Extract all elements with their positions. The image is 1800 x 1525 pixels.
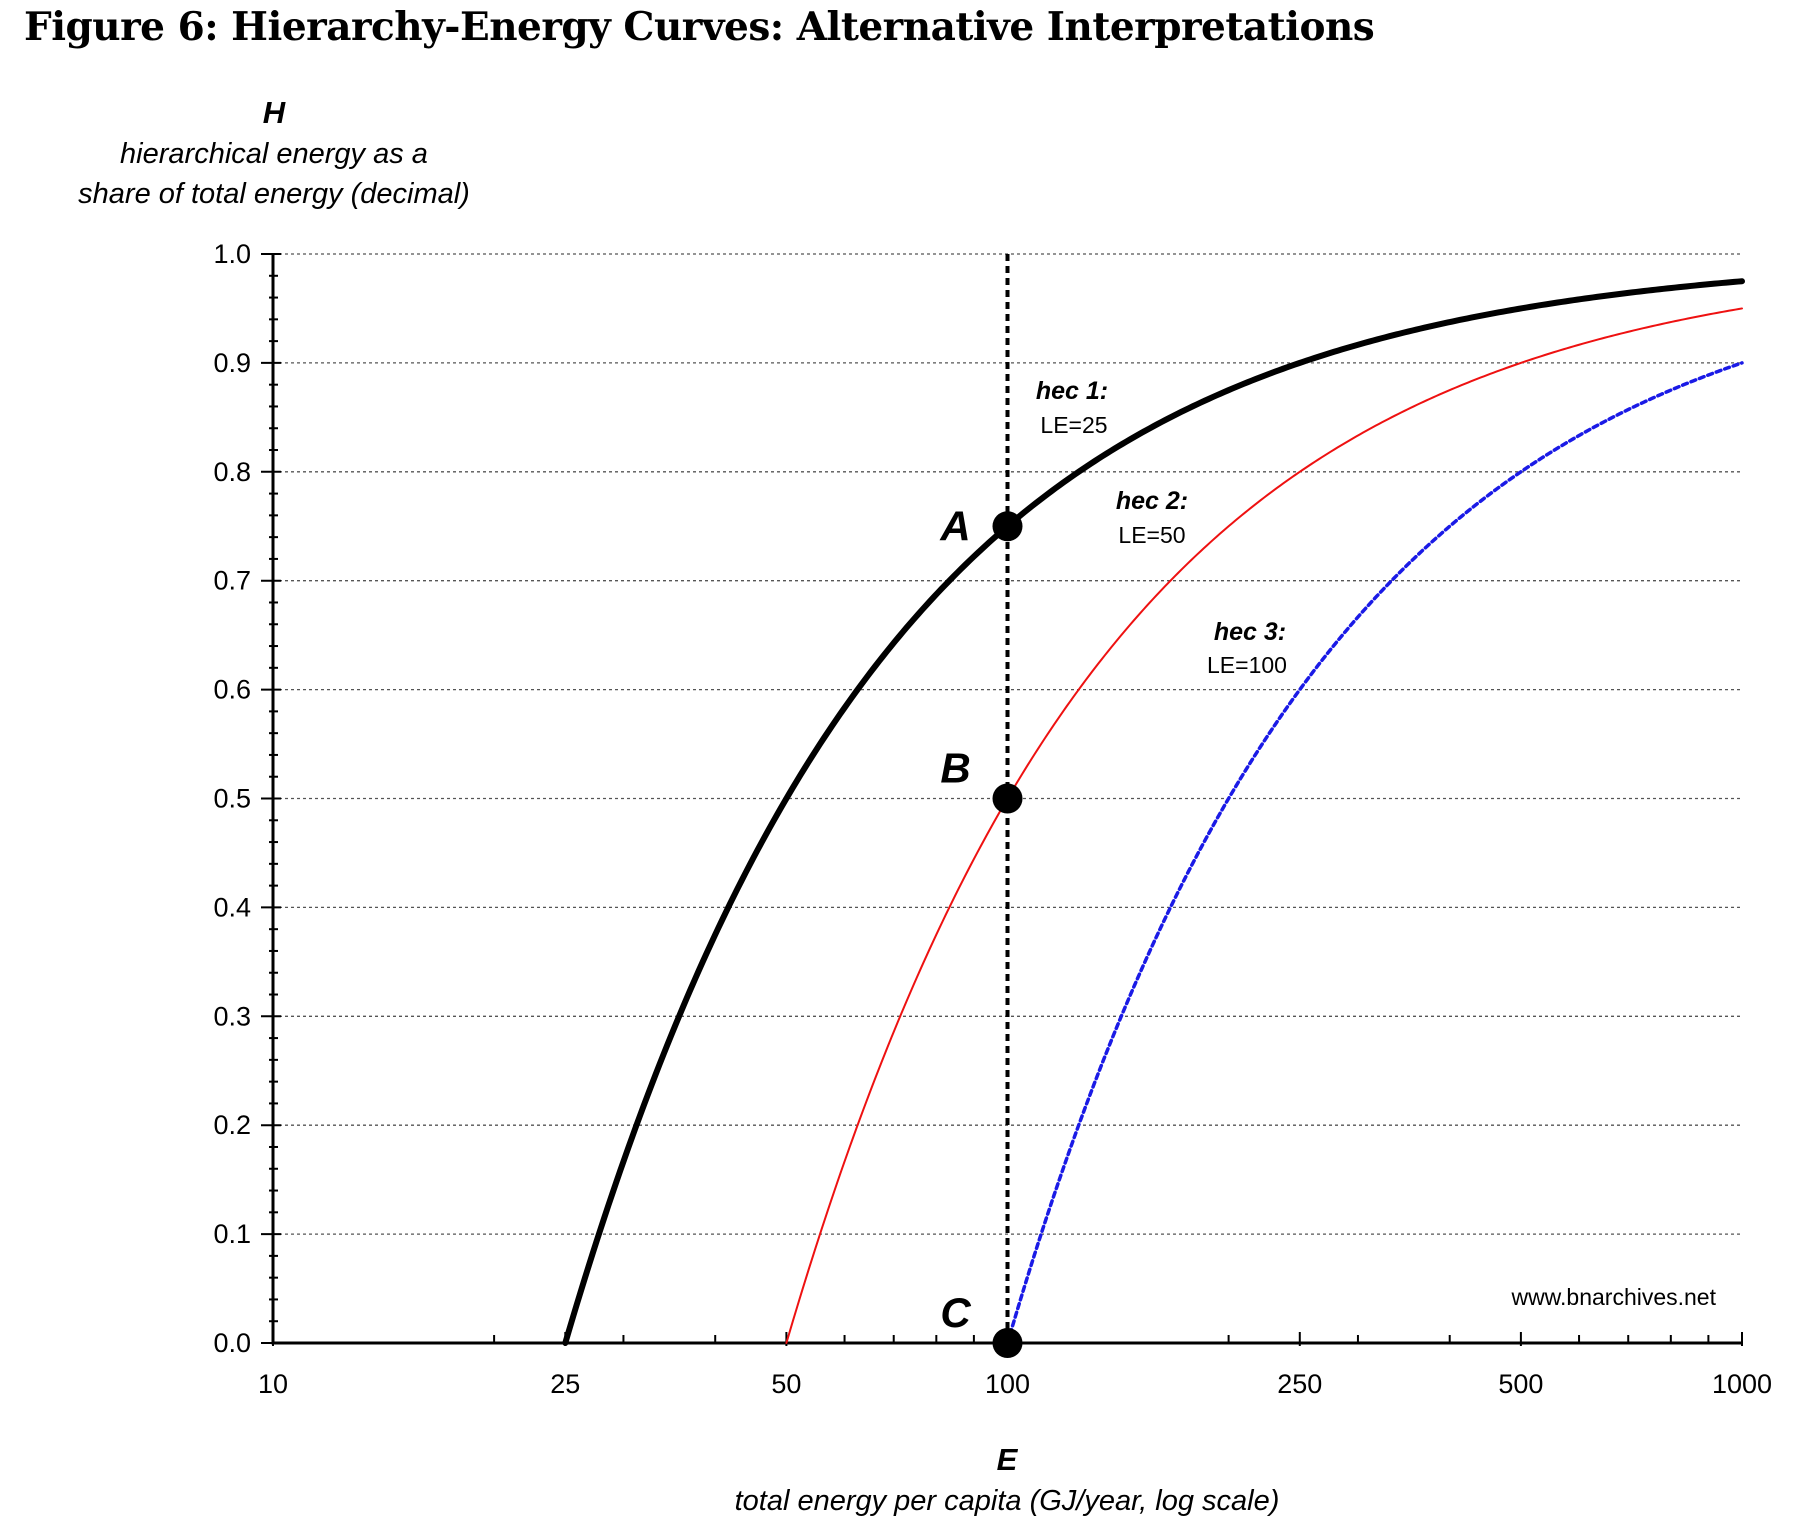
y-tick-label-0.3: 0.3 <box>213 1001 251 1031</box>
point-a-marker <box>992 511 1023 542</box>
x-tick-label-25: 25 <box>550 1369 580 1399</box>
hec3-curve <box>1005 361 1744 1345</box>
source-credit: www.bnarchives.net <box>1510 1284 1716 1310</box>
hec3-param-label: LE=100 <box>1207 652 1287 678</box>
y-tick-label-1.0: 1.0 <box>213 239 251 269</box>
axes: 0.0 0.1 0.2 0.3 0.4 0.5 0.6 0.7 0.8 0.9 1.0 10 25 50 1… <box>213 239 1772 1399</box>
point-a-label: A <box>939 502 970 549</box>
hec1-curve <box>562 278 1745 1346</box>
y-axis-label-line-2: share of total energy (decimal) <box>78 178 470 210</box>
hec2-param-label: LE=50 <box>1118 522 1185 548</box>
y-tick-label-0.9: 0.9 <box>213 348 251 378</box>
point-c-marker <box>992 1328 1023 1358</box>
y-tick-label-0.0: 0.0 <box>213 1328 251 1358</box>
x-tick-label-500: 500 <box>1498 1369 1543 1399</box>
point-b-label: B <box>940 745 970 792</box>
x-tick-label-1000: 1000 <box>1712 1369 1772 1399</box>
y-axis-symbol: H <box>263 95 286 130</box>
y-tick-label-0.2: 0.2 <box>213 1110 251 1140</box>
point-c-label: C <box>940 1289 971 1336</box>
y-tick-label-0.1: 0.1 <box>213 1219 251 1249</box>
figure-title: Figure 6: Hierarchy-Energy Curves: Alter… <box>24 4 1375 50</box>
curves <box>562 278 1745 1346</box>
hec2-curve <box>785 307 1743 1344</box>
marked-points: A B C <box>939 502 1023 1358</box>
x-tick-label-250: 250 <box>1277 1369 1322 1399</box>
hec3-name-label: hec 3: <box>1214 618 1286 646</box>
y-tick-label-0.7: 0.7 <box>213 566 251 596</box>
x-axis-label: total energy per capita (GJ/year, log sc… <box>735 1485 1280 1517</box>
y-tick-label-0.5: 0.5 <box>213 784 251 814</box>
x-axis-symbol: E <box>997 1442 1019 1477</box>
x-tick-label-50: 50 <box>771 1369 801 1399</box>
x-tick-label-10: 10 <box>258 1369 288 1399</box>
y-axis-label-line-1: hierarchical energy as a <box>120 138 428 170</box>
hec2-name-label: hec 2: <box>1116 487 1188 515</box>
hec1-name-label: hec 1: <box>1036 377 1108 405</box>
x-tick-label-100: 100 <box>985 1369 1030 1399</box>
y-tick-label-0.6: 0.6 <box>213 675 251 705</box>
hec1-param-label: LE=25 <box>1040 412 1107 438</box>
y-tick-label-0.4: 0.4 <box>213 892 251 922</box>
point-b-marker <box>992 783 1023 814</box>
y-tick-label-0.8: 0.8 <box>213 457 251 487</box>
